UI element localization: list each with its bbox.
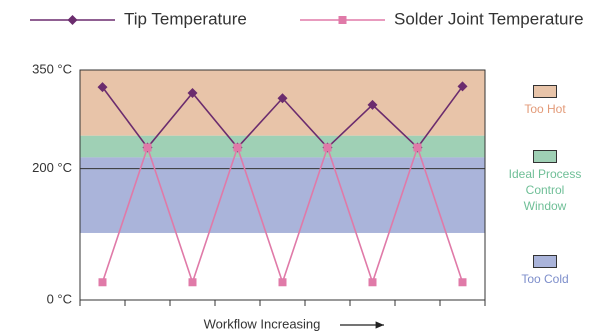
point [457, 81, 468, 92]
y-tick-label: 350 °C [32, 61, 72, 76]
x-axis-label: Workflow Increasing [204, 316, 321, 331]
point [278, 278, 287, 287]
point [97, 82, 108, 93]
point [368, 278, 377, 287]
band-legend-item: Too Hot [495, 85, 595, 117]
point [233, 143, 242, 152]
legend-label: Solder Joint Temperature [394, 9, 584, 28]
band-legend-item: Ideal Process Control Window [505, 150, 585, 214]
band-swatch [533, 150, 557, 163]
plot-area: 0 °C 200 °C 350 °C [32, 61, 486, 306]
band-label: Too Hot [524, 102, 566, 116]
point [277, 93, 288, 104]
point [98, 278, 107, 287]
legend-marker [67, 15, 78, 25]
point [367, 99, 378, 110]
legend-marker [338, 16, 347, 24]
plot-border [79, 69, 486, 301]
point [187, 88, 198, 98]
band [80, 135, 485, 158]
point [323, 143, 332, 152]
band-label: Too Cold [521, 272, 569, 286]
band [80, 157, 485, 233]
band-swatch [533, 85, 557, 98]
point [413, 143, 422, 152]
point [458, 278, 467, 287]
band-label: Ideal Process Control Window [508, 167, 582, 213]
band-legend-item: Too Cold [495, 255, 595, 287]
point [143, 143, 152, 152]
band-swatch [533, 255, 557, 268]
legend-label: Tip Temperature [124, 9, 247, 28]
point [188, 278, 197, 287]
y-tick-label: 0 °C [47, 291, 72, 306]
y-tick-label: 200 °C [32, 160, 72, 175]
